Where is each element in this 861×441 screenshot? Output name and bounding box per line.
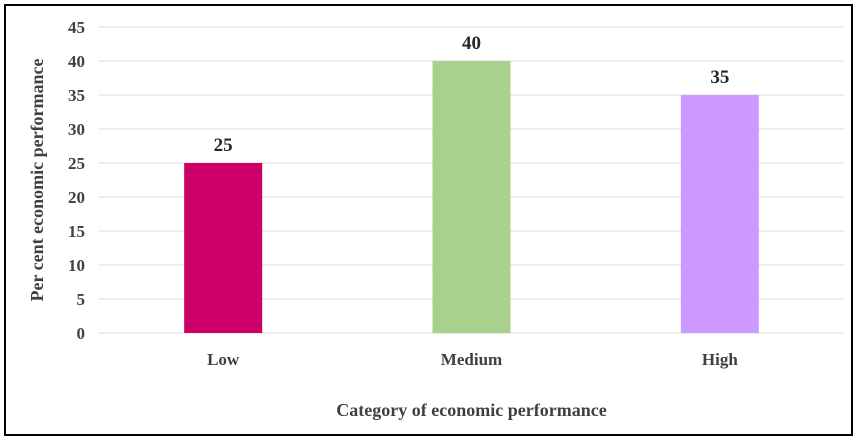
- y-tick-label: 5: [77, 290, 86, 309]
- y-tick-label: 40: [68, 52, 85, 71]
- x-axis-categories: Low Medium High: [207, 350, 738, 369]
- y-tick-label: 10: [68, 256, 85, 275]
- x-category-high: High: [702, 350, 738, 369]
- y-tick-label: 0: [77, 324, 86, 343]
- bar-medium: [432, 61, 511, 333]
- y-tick-label: 30: [68, 120, 85, 139]
- chart-frame: 0 5 10 15 20 25 30 35 40 45 25 40 35 Low Medium High …: [4, 4, 853, 436]
- bar-high: [680, 95, 759, 333]
- y-axis-ticks: 0 5 10 15 20 25 30 35 40 45: [68, 18, 85, 343]
- y-tick-label: 45: [68, 18, 85, 37]
- y-tick-label: 35: [68, 86, 85, 105]
- x-category-low: Low: [207, 350, 240, 369]
- data-label-low: 25: [214, 135, 233, 156]
- data-labels: 25 40 35: [214, 33, 730, 156]
- data-label-high: 35: [710, 67, 729, 88]
- x-category-medium: Medium: [441, 350, 502, 369]
- y-tick-label: 15: [68, 222, 85, 241]
- bar-low: [184, 163, 263, 333]
- y-tick-label: 20: [68, 188, 85, 207]
- bars: [184, 61, 759, 333]
- x-axis-title: Category of economic performance: [336, 400, 606, 420]
- data-label-medium: 40: [462, 33, 481, 54]
- y-axis-title: Per cent economic performance: [27, 58, 47, 301]
- y-tick-label: 25: [68, 154, 85, 173]
